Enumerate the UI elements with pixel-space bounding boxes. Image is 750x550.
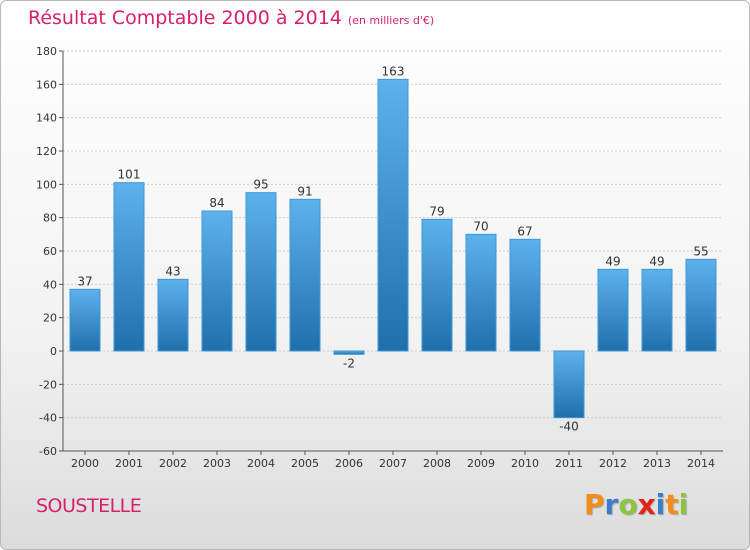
x-tick-label: 2011 <box>555 457 583 470</box>
bar <box>245 192 277 352</box>
bar <box>509 238 541 352</box>
proxiti-logo: Proxiti <box>584 488 688 521</box>
x-tick-label: 2001 <box>115 457 143 470</box>
x-tick-label: 2007 <box>379 457 407 470</box>
bar <box>333 350 365 355</box>
x-tick-label: 2008 <box>423 457 451 470</box>
bar <box>289 198 321 352</box>
bar <box>685 258 717 352</box>
data-label: 84 <box>209 196 224 210</box>
bar <box>69 288 101 352</box>
data-label: 37 <box>77 274 92 288</box>
logo-letter: P <box>584 488 605 521</box>
y-tick-label: 0 <box>50 345 57 358</box>
commune-name: SOUSTELLE <box>36 495 142 517</box>
bar <box>641 268 673 352</box>
data-label: 67 <box>517 224 532 238</box>
bar <box>597 268 629 352</box>
data-label: 49 <box>605 254 620 268</box>
y-tick-label: 180 <box>36 45 57 58</box>
y-tick-label: 100 <box>36 178 57 191</box>
x-tick-label: 2003 <box>203 457 231 470</box>
bar <box>421 218 453 352</box>
x-tick-label: 2002 <box>159 457 187 470</box>
data-label: -2 <box>343 356 355 370</box>
logo-letter: i <box>655 488 666 521</box>
data-label: 91 <box>297 184 312 198</box>
bar <box>377 78 409 352</box>
data-label: 101 <box>118 168 141 182</box>
x-tick-label: 2010 <box>511 457 539 470</box>
data-label: 55 <box>693 244 708 258</box>
logo-letter: o <box>618 488 638 521</box>
logo-letter: t <box>665 488 679 521</box>
y-tick-label: -60 <box>39 445 57 458</box>
y-tick-label: -40 <box>39 412 57 425</box>
logo-letter: r <box>604 488 619 521</box>
data-label: 163 <box>382 64 405 78</box>
bar <box>553 350 585 419</box>
x-tick-label: 2004 <box>247 457 275 470</box>
x-tick-label: 2013 <box>643 457 671 470</box>
data-label: 95 <box>253 178 268 192</box>
data-label: 79 <box>429 204 444 218</box>
y-tick-label: 120 <box>36 145 57 158</box>
y-tick-label: -20 <box>39 378 57 391</box>
y-tick-label: 80 <box>43 212 57 225</box>
bar <box>201 210 233 352</box>
x-tick-label: 2006 <box>335 457 363 470</box>
unit-text: (en milliers d'€) <box>347 14 435 27</box>
x-tick-label: 2014 <box>687 457 715 470</box>
x-tick-label: 2009 <box>467 457 495 470</box>
bar <box>465 233 497 352</box>
y-tick-label: 60 <box>43 245 57 258</box>
bar <box>157 278 189 352</box>
data-label: -40 <box>559 420 579 434</box>
x-tick-label: 2005 <box>291 457 319 470</box>
chart-title: Résultat Comptable 2000 à 2014 (en millie… <box>28 7 434 29</box>
logo-letter: x <box>637 488 656 521</box>
x-tick-label: 2000 <box>71 457 99 470</box>
data-label: 70 <box>473 219 488 233</box>
logo-letter: i <box>678 488 689 521</box>
bar <box>113 182 145 352</box>
x-tick-label: 2012 <box>599 457 627 470</box>
y-tick-label: 140 <box>36 112 57 125</box>
data-label: 43 <box>165 264 180 278</box>
y-tick-label: 40 <box>43 278 57 291</box>
y-tick-label: 160 <box>36 78 57 91</box>
data-label: 49 <box>649 254 664 268</box>
title-text: Résultat Comptable 2000 à 2014 <box>28 7 342 29</box>
y-tick-label: 20 <box>43 312 57 325</box>
